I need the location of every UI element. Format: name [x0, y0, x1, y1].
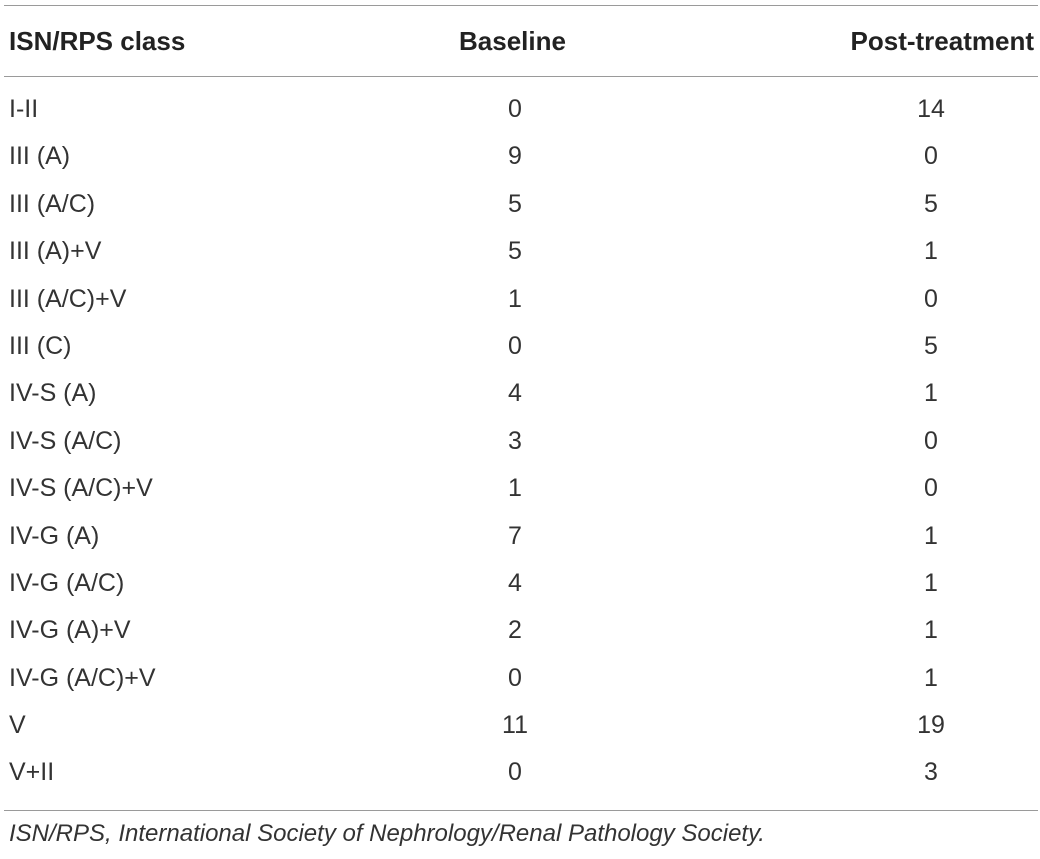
- table-row: III (A/C)+V 1 0: [9, 284, 938, 313]
- cell-class: IV-G (A): [9, 521, 100, 550]
- table-header-row: ISN/RPS class Baseline Post-treatment: [4, 20, 1038, 64]
- table-header-rule: [4, 76, 1038, 77]
- table-footnote: ISN/RPS, International Society of Nephro…: [9, 820, 765, 847]
- table-row: V+II 0 3: [9, 758, 938, 787]
- cell-class: IV-G (A)+V: [9, 616, 131, 645]
- header-class: ISN/RPS class: [9, 26, 186, 56]
- header-baseline: Baseline: [459, 26, 566, 56]
- table-row: IV-G (A)+V 2 1: [9, 616, 938, 645]
- table-row: III (A/C) 5 5: [9, 189, 938, 218]
- table-row: III (C) 0 5: [9, 331, 938, 360]
- data-table: ISN/RPS class Baseline Post-treatment I-…: [4, 0, 1038, 859]
- cell-class: V+II: [9, 758, 55, 787]
- cell-class: V: [9, 711, 26, 740]
- cell-class: III (A/C): [9, 189, 96, 218]
- cell-class: IV-G (A/C)+V: [9, 663, 156, 692]
- table-row: III (A)+V 5 1: [9, 237, 938, 266]
- table-body: I-II 0 14 III (A) 9 0 III (A/C) 5 5 III (A)+V 5 1 II…: [4, 87, 1038, 798]
- table-row: I-II 0 14: [9, 95, 945, 123]
- table-row: IV-G (A/C)+V 0 1: [9, 663, 938, 692]
- table-bottom-rule: [4, 810, 1038, 811]
- table-row: III (A) 9 0: [9, 142, 938, 171]
- cell-class: III (A)+V: [9, 237, 102, 266]
- table-row: IV-S (A/C) 3 0: [9, 426, 938, 455]
- table-row: IV-S (A) 4 1: [9, 379, 938, 408]
- cell-class: IV-G (A/C): [9, 568, 125, 597]
- table-row: IV-G (A) 7 1: [9, 521, 938, 550]
- table-row: IV-S (A/C)+V 1 0: [9, 474, 938, 503]
- table-row: IV-G (A/C) 4 1: [9, 568, 938, 597]
- header-post-treatment: Post-treatment: [850, 26, 1034, 56]
- cell-class: IV-S (A/C): [9, 426, 122, 455]
- cell-class: III (C): [9, 331, 72, 360]
- table-row: V 11 19: [9, 711, 945, 740]
- cell-class: I-II: [9, 95, 39, 123]
- cell-class: III (A): [9, 142, 71, 171]
- cell-class: IV-S (A/C)+V: [9, 474, 153, 503]
- cell-class: III (A/C)+V: [9, 284, 127, 313]
- cell-class: IV-S (A): [9, 379, 97, 408]
- table-top-rule: [4, 5, 1038, 6]
